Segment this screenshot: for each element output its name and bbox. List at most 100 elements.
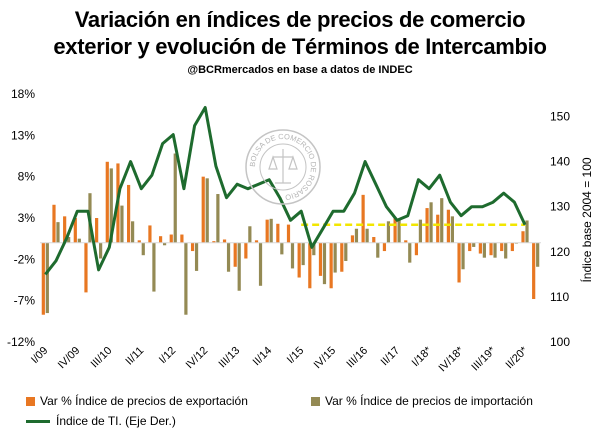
right-tick-label: 130 (550, 200, 570, 214)
bar-import (301, 242, 305, 266)
legend-item-export: Var % Índice de precios de exportación (26, 394, 248, 408)
x-tick-label: II/20* (503, 344, 530, 371)
x-tick-label: I/15 (285, 345, 306, 366)
bar-import (429, 202, 433, 243)
bar-series (40, 153, 541, 315)
bar-import (120, 205, 124, 243)
bar-export (265, 219, 269, 243)
bar-export (510, 242, 514, 252)
bar-import (290, 242, 295, 269)
bar-import (472, 242, 476, 247)
bar-import (450, 216, 454, 243)
bar-export (468, 242, 472, 252)
ti-line (44, 106, 527, 276)
x-tick-label: IV/15 (312, 345, 339, 372)
bar-export (95, 218, 99, 243)
bar-export (521, 231, 525, 243)
bar-import (216, 194, 220, 243)
bar-import (141, 242, 145, 256)
bar-export (393, 218, 397, 243)
bar-export (254, 240, 259, 243)
left-tick-label: 18% (11, 87, 35, 101)
legend-label-import: Var % Índice de precios de importación (325, 394, 533, 408)
bar-import (386, 221, 391, 243)
legend-label-export: Var % Índice de precios de exportación (40, 394, 248, 408)
bar-import (376, 242, 380, 258)
bar-export (329, 242, 333, 289)
bar-import (45, 242, 49, 314)
left-tick-label: -12% (7, 335, 35, 349)
line-series (44, 106, 527, 276)
x-tick-label: I/18* (410, 344, 435, 369)
x-tick-label: II/11 (123, 345, 146, 368)
bar-export (382, 242, 387, 252)
right-tick-label: 120 (550, 245, 570, 259)
bar-export (158, 236, 163, 243)
chart-title-line-2: exterior y evolución de Términos de Inte… (53, 34, 547, 59)
x-tick-label: II/17 (379, 345, 403, 369)
bar-export (318, 242, 323, 276)
bar-import (482, 242, 486, 258)
bar-import (536, 242, 540, 267)
bar-export (478, 242, 482, 254)
bar-export (222, 239, 227, 243)
bar-export (212, 241, 216, 243)
legend-line-ti (26, 419, 50, 423)
bar-export (308, 242, 312, 289)
bar-export (500, 242, 504, 252)
bar-import (322, 242, 327, 285)
x-tick-label: III/13 (217, 345, 243, 371)
bar-export (414, 242, 419, 256)
right-tick-label: 140 (550, 155, 570, 169)
bar-import (493, 242, 497, 258)
bar-import (344, 242, 348, 261)
bar-import (258, 242, 263, 286)
x-tick-label: III/10 (89, 345, 115, 371)
bar-import (365, 228, 369, 243)
bar-export (84, 242, 88, 293)
bar-export (180, 234, 184, 243)
bar-export (190, 242, 195, 252)
bar-export (404, 240, 408, 243)
bar-export (148, 225, 152, 243)
bar-export (52, 204, 56, 243)
bar-import (173, 153, 177, 243)
x-tick-label: IV/09 (56, 345, 83, 372)
bar-export (340, 242, 344, 272)
bar-import (248, 226, 252, 243)
bar-export (297, 242, 301, 278)
bar-export (233, 242, 237, 267)
bar-export (137, 240, 141, 243)
bar-export (73, 218, 77, 243)
bar-import (77, 238, 81, 243)
bar-import (418, 219, 423, 243)
bar-export (286, 224, 291, 243)
bar-import (397, 218, 401, 243)
bar-import (408, 242, 412, 263)
bar-import (152, 242, 156, 292)
left-tick-label: 8% (18, 170, 36, 184)
bar-export (41, 242, 45, 315)
bar-import (333, 242, 337, 273)
bar-import (226, 242, 231, 272)
bar-import (67, 237, 71, 243)
bar-import (184, 242, 188, 315)
bar-import (504, 242, 508, 259)
bar-import (56, 222, 60, 243)
legend-item-import: Var % Índice de precios de importación (311, 394, 533, 408)
chart-title: Variación en índices de precios de comer… (0, 6, 600, 60)
bar-import (194, 242, 199, 271)
bar-export (63, 216, 67, 243)
bar-export (372, 237, 376, 243)
bar-import (461, 242, 465, 270)
bar-export (105, 161, 109, 243)
seal-watermark: BOLSA DE COMERCIO DE ROSARIO (245, 129, 321, 205)
bar-import (131, 221, 135, 243)
left-axis-ticks: 18% 13% 8% 3% -2% -7% -12% 150 140 130 120 110 100 (7, 87, 570, 349)
bar-export (201, 176, 205, 243)
bar-import (280, 242, 284, 255)
left-tick-label: -2% (14, 252, 36, 266)
x-axis-ticks: I/09 IV/09 III/10 II/11 I/12 IV/12 III/13 II/14… (29, 344, 531, 374)
legend: Var % Índice de precios de exportación V… (0, 386, 600, 436)
bar-export (244, 242, 248, 259)
